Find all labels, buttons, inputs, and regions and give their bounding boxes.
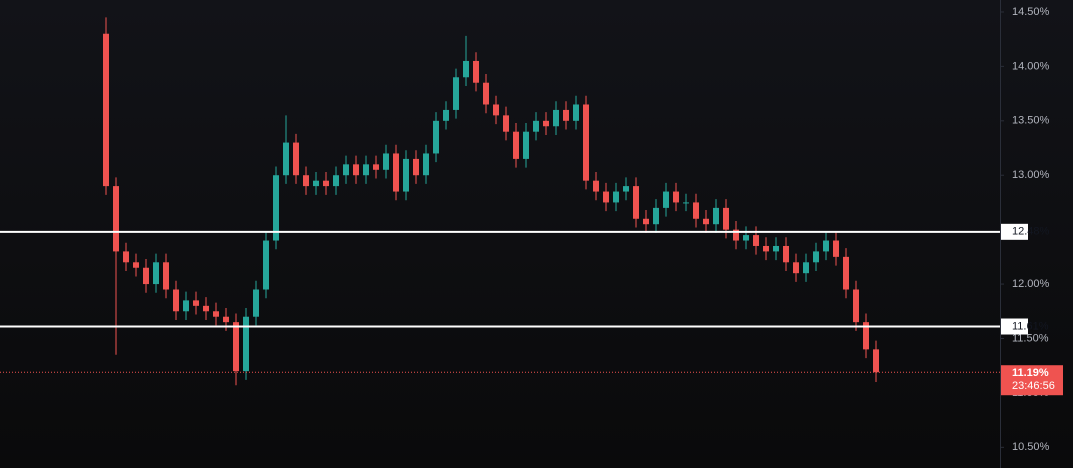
candle-body: [853, 289, 859, 323]
candle-body: [343, 164, 349, 176]
candle-body: [253, 289, 259, 317]
candle-body: [813, 251, 819, 263]
candle-body: [863, 322, 869, 350]
candle-body: [173, 289, 179, 312]
candle-body: [353, 164, 359, 176]
candle-body: [193, 300, 199, 306]
candle-body: [653, 207, 659, 225]
candle-body: [783, 245, 789, 263]
candle-body: [153, 262, 159, 285]
candle-body: [303, 175, 309, 187]
candle-body: [613, 191, 619, 203]
candle-body: [323, 180, 329, 187]
candle-body: [503, 115, 509, 132]
y-tick-label: 12.00%: [1012, 278, 1050, 290]
candle-body: [523, 131, 529, 159]
candle-body: [443, 109, 449, 121]
candle-body: [643, 218, 649, 225]
candle-body: [183, 300, 189, 312]
y-tick-label: 11.50%: [1012, 332, 1049, 344]
candle-body: [243, 316, 249, 372]
candle-body: [293, 142, 299, 176]
candle-body: [543, 120, 549, 127]
candle-body: [793, 262, 799, 274]
candle-body: [733, 229, 739, 241]
line-label: 11.61%: [1012, 320, 1049, 332]
candle-body: [673, 191, 679, 203]
candle-body: [803, 262, 809, 274]
candle-body: [313, 180, 319, 187]
current-price-label: 11.19%: [1012, 367, 1049, 379]
candle-body: [403, 158, 409, 192]
candle-body: [263, 240, 269, 290]
candle-body: [103, 33, 109, 187]
candle-body: [603, 191, 609, 203]
line-label-box: [1001, 318, 1028, 335]
candle-body: [393, 153, 399, 192]
candle-body: [593, 180, 599, 192]
candle-body: [553, 109, 559, 127]
candle-body: [233, 322, 239, 372]
candle-body: [213, 311, 219, 317]
candle-body: [383, 153, 389, 170]
candle-body: [143, 267, 149, 285]
candle-body: [773, 245, 779, 252]
candle-body: [573, 104, 579, 121]
candle-body: [743, 235, 749, 241]
candle-body: [123, 251, 129, 263]
y-tick-label: 14.00%: [1012, 60, 1050, 72]
candle-body: [823, 240, 829, 252]
candle-body: [583, 104, 589, 181]
candle-body: [113, 186, 119, 252]
candle-body: [753, 235, 759, 246]
candle-body: [533, 120, 539, 132]
candle-body: [473, 60, 479, 83]
candle-body: [483, 82, 489, 105]
candle-body: [433, 120, 439, 154]
y-tick-label: 13.00%: [1012, 169, 1050, 181]
candle-body: [333, 175, 339, 187]
candle-body: [763, 245, 769, 252]
current-price-box: [1001, 365, 1063, 396]
candle-body: [623, 186, 629, 192]
candle-body: [423, 153, 429, 176]
candle-body: [493, 104, 499, 116]
y-tick-label: 14.50%: [1012, 6, 1050, 18]
candle-body: [163, 262, 169, 290]
candle-body: [463, 60, 469, 78]
line-label: 12.48%: [1012, 226, 1050, 238]
candle-body: [833, 240, 839, 257]
countdown: 23:46:56: [1012, 380, 1055, 392]
candle-body: [633, 186, 639, 219]
y-tick-label: 13.50%: [1012, 115, 1050, 127]
candle-body: [453, 77, 459, 110]
candle-body: [223, 316, 229, 323]
candle-body: [283, 142, 289, 176]
candle-body: [513, 131, 519, 159]
candle-body: [723, 207, 729, 230]
candle-body: [363, 164, 369, 176]
candle-body: [203, 305, 209, 312]
candle-body: [133, 262, 139, 268]
candle-body: [703, 218, 709, 225]
candle-body: [873, 349, 879, 373]
candle-body: [663, 191, 669, 208]
candle-body: [563, 109, 569, 121]
y-tick-label: 10.50%: [1012, 441, 1050, 453]
candle-body: [843, 256, 849, 290]
line-label-box: [1001, 223, 1028, 240]
candle-body: [683, 202, 689, 204]
candle-body: [413, 158, 419, 176]
candle-body: [713, 207, 719, 225]
candle-body: [273, 175, 279, 241]
candle-body: [373, 164, 379, 170]
candle-body: [693, 202, 699, 219]
